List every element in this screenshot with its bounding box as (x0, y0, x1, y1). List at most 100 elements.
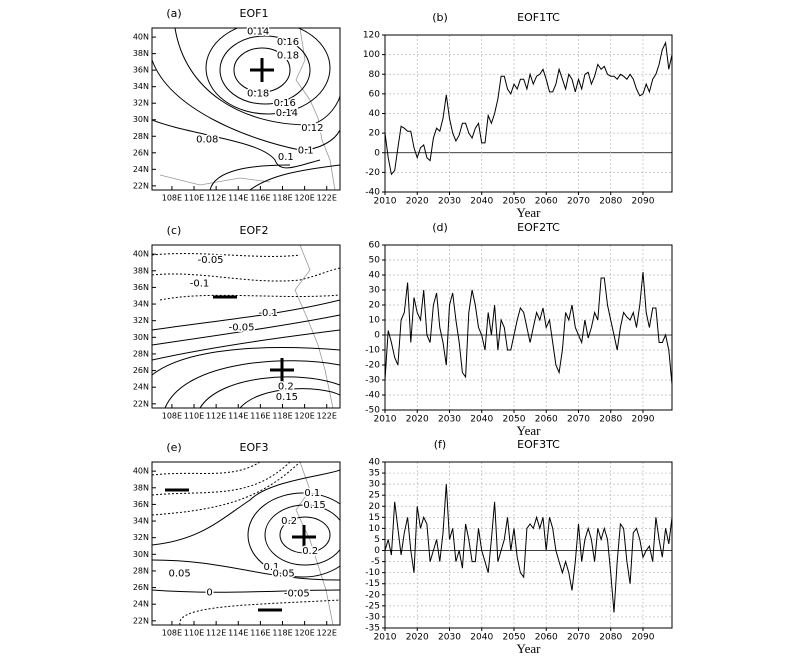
x-tick-label: 120E (294, 629, 314, 638)
x-tick-label: 2060 (535, 415, 558, 425)
y-tick-label: -20 (365, 590, 380, 600)
y-tick-label: 40N (133, 250, 149, 259)
x-tick-label: 2090 (632, 633, 655, 643)
y-tick-label: 38N (133, 266, 149, 275)
map-frame (151, 461, 341, 626)
contour-label: 0.14 (247, 26, 269, 37)
map-frame (151, 244, 341, 409)
x-tick-label: 108E (162, 194, 182, 203)
x-tick-label: 120E (294, 412, 314, 421)
x-tick-label: 2050 (503, 415, 526, 425)
y-tick-label: -5 (371, 557, 380, 567)
panel-label: (b) (432, 11, 448, 24)
y-tick-label: -20 (365, 168, 380, 178)
x-axis-label: Year (517, 641, 542, 656)
y-tick-label: 26N (133, 366, 149, 375)
y-tick-label: 40N (133, 467, 149, 476)
panel-title: EOF3 (240, 441, 269, 454)
y-tick-label: 30N (133, 333, 149, 342)
panel-label: (f) (434, 438, 446, 451)
panel-title: EOF1 (240, 7, 269, 20)
contour-label: -0.05 (198, 255, 224, 266)
y-tick-label: 25 (369, 491, 380, 501)
x-tick-label: 110E (184, 629, 204, 638)
panel-label: (a) (166, 7, 181, 20)
contour-label: -0.1 (258, 308, 278, 319)
contours-eof3 (152, 462, 340, 625)
x-tick-label: 114E (228, 194, 248, 203)
contour-label: 0.14 (276, 108, 298, 119)
y-tick-label: -10 (365, 568, 380, 578)
x-tick-label: 2010 (374, 197, 397, 207)
markers (165, 58, 316, 612)
y-tick-label: 10 (369, 316, 381, 326)
y-tick-label: 24N (133, 600, 149, 609)
contour-label: 0.15 (276, 392, 298, 403)
x-tick-label: 2030 (438, 197, 461, 207)
x-tick-label: 2020 (406, 415, 429, 425)
y-tick-label: 10 (369, 524, 381, 534)
y-tick-label: -40 (365, 188, 380, 198)
y-tick-label: 36N (133, 283, 149, 292)
contour-label: 0.08 (196, 135, 218, 146)
y-tick-label: 24N (133, 165, 149, 174)
y-tick-label: 40 (369, 109, 381, 119)
y-tick-label: 80 (369, 70, 381, 80)
y-tick-label: 28N (133, 566, 149, 575)
y-tick-label: -35 (365, 624, 380, 634)
x-tick-label: 2010 (374, 415, 397, 425)
x-tick-label: 2080 (599, 197, 622, 207)
x-tick-label: 112E (206, 194, 226, 203)
x-axis-label: Year (517, 205, 542, 220)
map-frame (151, 27, 341, 191)
plot-frame (384, 244, 673, 411)
x-tick-label: 2050 (503, 197, 526, 207)
y-tick-label: 32N (133, 99, 149, 108)
x-tick-label: 116E (250, 194, 270, 203)
contour-label: 0.1 (263, 562, 279, 573)
x-tick-label: 116E (250, 629, 270, 638)
contour-label: 0.05 (169, 568, 191, 579)
contour-label: 0.2 (278, 381, 294, 392)
y-tick-label: -20 (365, 361, 380, 371)
y-tick-label: 34N (133, 82, 149, 91)
y-tick-label: 20 (369, 301, 381, 311)
x-tick-label: 2010 (374, 633, 397, 643)
y-tick-label: 20 (369, 502, 381, 512)
y-tick-label: -15 (365, 579, 380, 589)
series-line (384, 271, 673, 385)
y-tick-label: 36N (133, 500, 149, 509)
x-tick-label: 110E (184, 194, 204, 203)
x-tick-label: 2070 (567, 633, 590, 643)
y-tick-label: 40 (369, 271, 381, 281)
y-tick-label: 0 (374, 546, 380, 556)
y-tick-label: 22N (133, 181, 149, 190)
x-tick-label: 120E (294, 194, 314, 203)
y-tick-label: 30 (369, 286, 381, 296)
x-tick-label: 122E (317, 629, 337, 638)
plot-frame (384, 461, 673, 629)
x-tick-label: 116E (250, 412, 270, 421)
y-tick-label: 22N (133, 616, 149, 625)
x-tick-label: 2040 (470, 415, 493, 425)
contour-label: 0.18 (247, 88, 269, 99)
y-tick-label: 32N (133, 533, 149, 542)
contour-label: -0.05 (284, 588, 310, 599)
panel-title: EOF2 (240, 224, 269, 237)
y-tick-label: -50 (365, 406, 380, 416)
x-tick-label: 122E (317, 194, 337, 203)
y-tick-label: 50 (369, 256, 381, 266)
panel-title: EOF3TC (517, 438, 560, 451)
series-line (384, 484, 673, 613)
x-tick-label: 2070 (567, 197, 590, 207)
panel-label: (c) (167, 224, 182, 237)
y-tick-label: 38N (133, 49, 149, 58)
x-tick-label: 2030 (438, 415, 461, 425)
y-tick-label: 22N (133, 399, 149, 408)
panel-title: EOF1TC (517, 11, 560, 24)
contour-label: 0.1 (304, 488, 320, 499)
y-tick-label: 100 (363, 50, 380, 60)
x-tick-label: 118E (272, 629, 292, 638)
y-tick-label: 34N (133, 300, 149, 309)
